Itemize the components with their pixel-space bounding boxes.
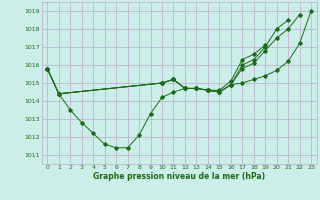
X-axis label: Graphe pression niveau de la mer (hPa): Graphe pression niveau de la mer (hPa): [93, 172, 265, 181]
